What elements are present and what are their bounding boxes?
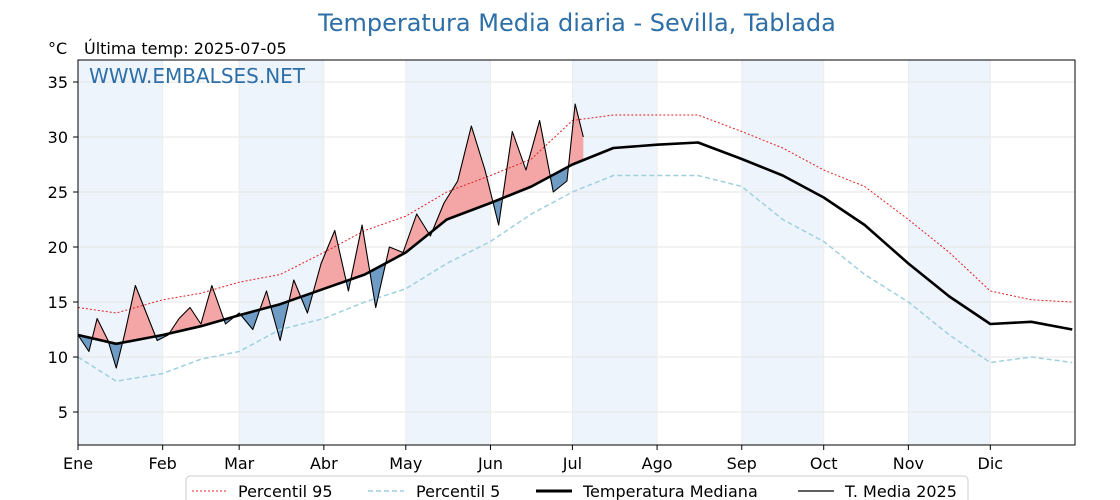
fill-below-median: [270, 301, 289, 341]
fill-below-median: [368, 263, 386, 308]
y-tick-label: 30: [48, 128, 68, 147]
x-tick-label: Sep: [727, 454, 757, 473]
y-axis: 5 10 15 20 25 30 35: [48, 73, 78, 422]
series-line-dashed-lightblue: [77, 174, 1073, 382]
month-band: [908, 60, 991, 445]
x-tick-label: May: [389, 454, 422, 473]
series-line-thin-black: [77, 103, 584, 369]
legend-year-label: T. Media 2025: [844, 482, 957, 500]
legend-median-label: Temperatura Mediana: [582, 482, 758, 500]
fill-above-median: [121, 285, 155, 343]
legend-p95-label: Percentil 95: [238, 482, 333, 500]
y-tick-label: 25: [48, 183, 68, 202]
legend-p5-label: Percentil 5: [416, 482, 500, 500]
fill-above-median: [501, 120, 550, 199]
y-tick-label: 35: [48, 73, 68, 92]
fill-above-median: [385, 214, 429, 264]
last-temp-label: Última temp: 2025-07-05: [84, 39, 287, 58]
x-tick-label: Ene: [63, 454, 93, 473]
fill-below-median: [78, 335, 92, 352]
fill-below-median: [300, 292, 313, 313]
legend: Percentil 95 Percentil 5 Temperatura Med…: [185, 475, 969, 500]
y-tick-label: 10: [48, 348, 68, 367]
fill-above-median: [568, 104, 584, 167]
month-band: [572, 60, 658, 445]
y-tick-label: 5: [58, 403, 68, 422]
x-tick-label: Abr: [310, 454, 338, 473]
x-tick-label: Ago: [642, 454, 673, 473]
x-tick-label: Mar: [224, 454, 255, 473]
plot-frame: [77, 59, 1076, 446]
series-line-thick-black: [77, 141, 1073, 346]
fill-above-median: [259, 291, 271, 310]
y-tick-label: 20: [48, 238, 68, 257]
x-tick-label: Jul: [562, 454, 582, 473]
fill-above-median: [288, 280, 301, 302]
y-tick-label: 15: [48, 293, 68, 312]
fill-below-median: [108, 341, 122, 368]
x-axis: Ene Feb Mar Abr May Jun Jul Ago Sep Oct Nov Dic: [63, 445, 1003, 473]
series-line-dotted-red: [77, 114, 1073, 314]
month-band: [239, 60, 324, 445]
fill-above-median: [312, 230, 346, 293]
series-lines: [77, 103, 1073, 382]
month-band: [405, 60, 491, 445]
anomaly-fills: [78, 104, 584, 368]
y-unit-label: °C: [48, 39, 67, 58]
fill-above-median: [168, 285, 223, 334]
fill-below-median: [549, 166, 569, 192]
legend-box: [185, 475, 969, 500]
x-tick-label: Jun: [477, 454, 503, 473]
month-band: [741, 60, 824, 445]
x-tick-label: Feb: [149, 454, 177, 473]
watermark: WWW.EMBALSES.NET: [89, 64, 306, 88]
fill-above-median: [431, 126, 492, 232]
month-band: [78, 60, 163, 445]
x-tick-label: Dic: [978, 454, 1004, 473]
month-bands: [78, 60, 991, 445]
x-tick-label: Oct: [810, 454, 838, 473]
x-tick-label: Nov: [893, 454, 924, 473]
chart-title: Temperatura Media diaria - Sevilla, Tabl…: [317, 9, 836, 37]
